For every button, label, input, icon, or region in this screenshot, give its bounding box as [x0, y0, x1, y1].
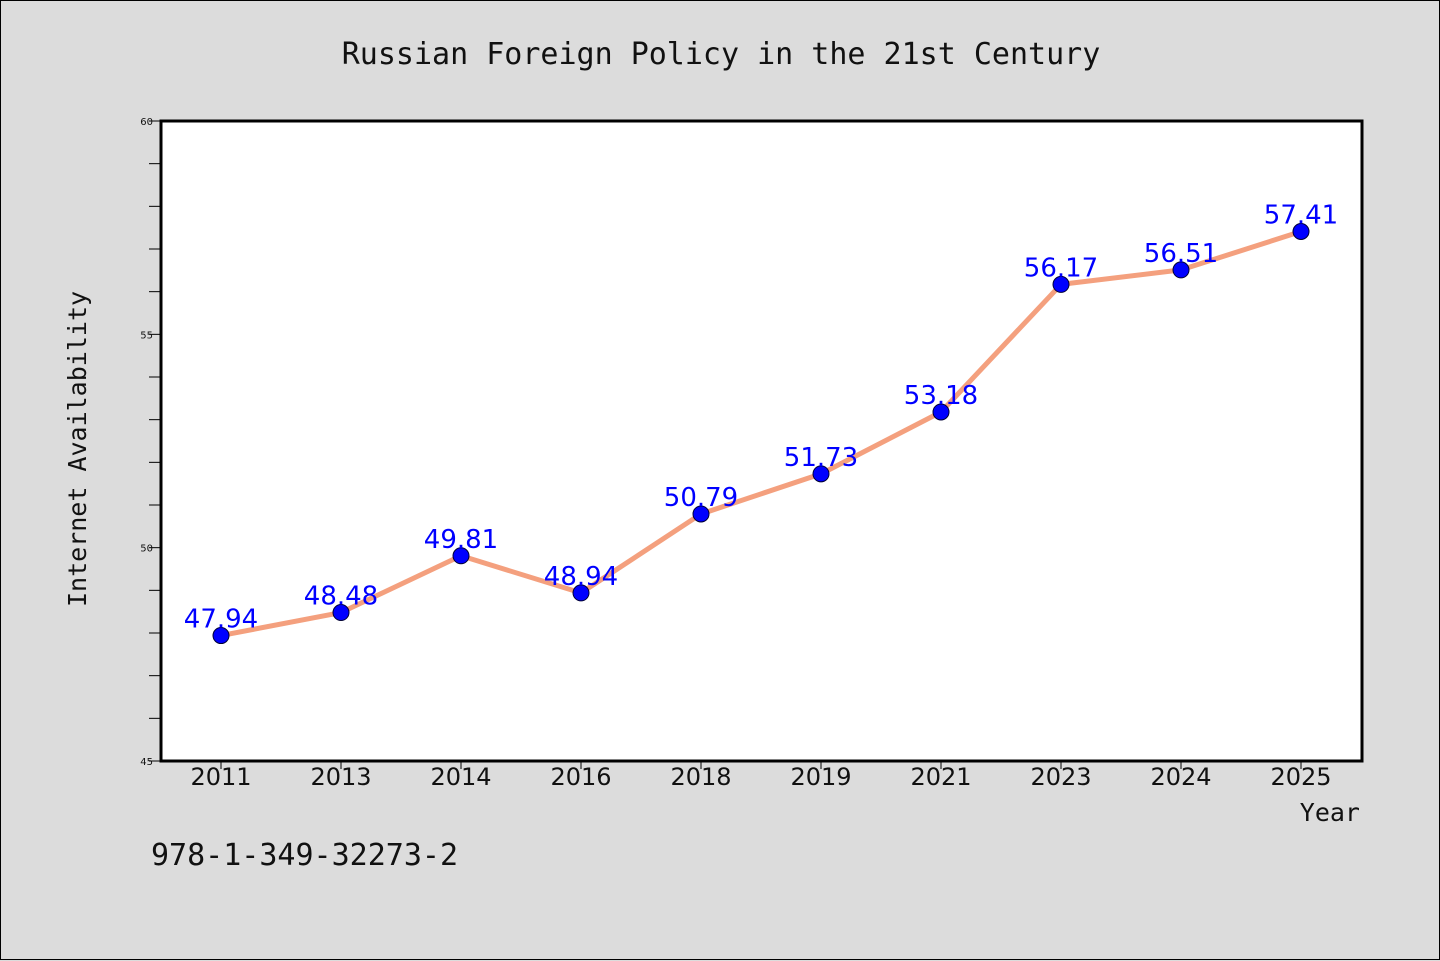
x-axis-label: Year [1300, 798, 1360, 827]
x-tick-label: 2011 [190, 763, 251, 791]
y-axis-ticks: 45 50 55 60 [140, 117, 161, 768]
data-label: 50.79 [664, 483, 738, 513]
data-point [212, 627, 230, 645]
x-tick-label: 2016 [550, 763, 611, 791]
data-label: 48.94 [544, 562, 618, 592]
x-tick-label: 2023 [1030, 763, 1091, 791]
data-label: 47.94 [184, 605, 258, 635]
data-point [572, 584, 590, 602]
data-point [932, 403, 950, 421]
x-axis-ticks: 2011 2013 2014 2016 2018 2019 2021 2023 2024 2025 [190, 761, 1332, 791]
data-markers [212, 223, 1310, 645]
x-tick-label: 2018 [670, 763, 731, 791]
data-label: 57.41 [1264, 201, 1338, 231]
data-label: 56.17 [1024, 253, 1098, 283]
y-tick-label: 60 [140, 117, 153, 128]
y-axis-label: Internet Availability [63, 291, 92, 607]
data-point [812, 465, 830, 483]
data-point [1052, 275, 1070, 293]
x-tick-label: 2025 [1270, 763, 1331, 791]
x-tick-label: 2021 [910, 763, 971, 791]
x-tick-label: 2014 [430, 763, 491, 791]
data-label: 49.81 [424, 525, 498, 555]
series-line [218, 229, 1304, 639]
data-point [1172, 261, 1190, 279]
y-tick-label: 55 [140, 330, 153, 341]
data-label: 56.51 [1144, 239, 1218, 269]
data-label: 51.73 [784, 443, 858, 473]
isbn-text: 978-1-349-32273-2 [151, 838, 458, 873]
data-label: 48.48 [304, 582, 378, 612]
y-tick-label: 50 [140, 544, 153, 555]
plot-area [159, 119, 1364, 763]
x-tick-label: 2013 [310, 763, 371, 791]
x-tick-label: 2024 [1150, 763, 1211, 791]
data-point [452, 547, 470, 565]
data-point [692, 505, 710, 523]
x-tick-label: 2019 [790, 763, 851, 791]
data-point [1292, 223, 1310, 241]
y-tick-label: 45 [140, 757, 153, 768]
data-labels: 47.94 48.48 49.81 48.94 50.79 51.73 53.18 56.17… [184, 201, 1338, 635]
data-label: 53.18 [904, 381, 978, 411]
data-point [332, 604, 350, 622]
chart-title: Russian Foreign Policy in the 21st Centu… [342, 37, 1101, 72]
